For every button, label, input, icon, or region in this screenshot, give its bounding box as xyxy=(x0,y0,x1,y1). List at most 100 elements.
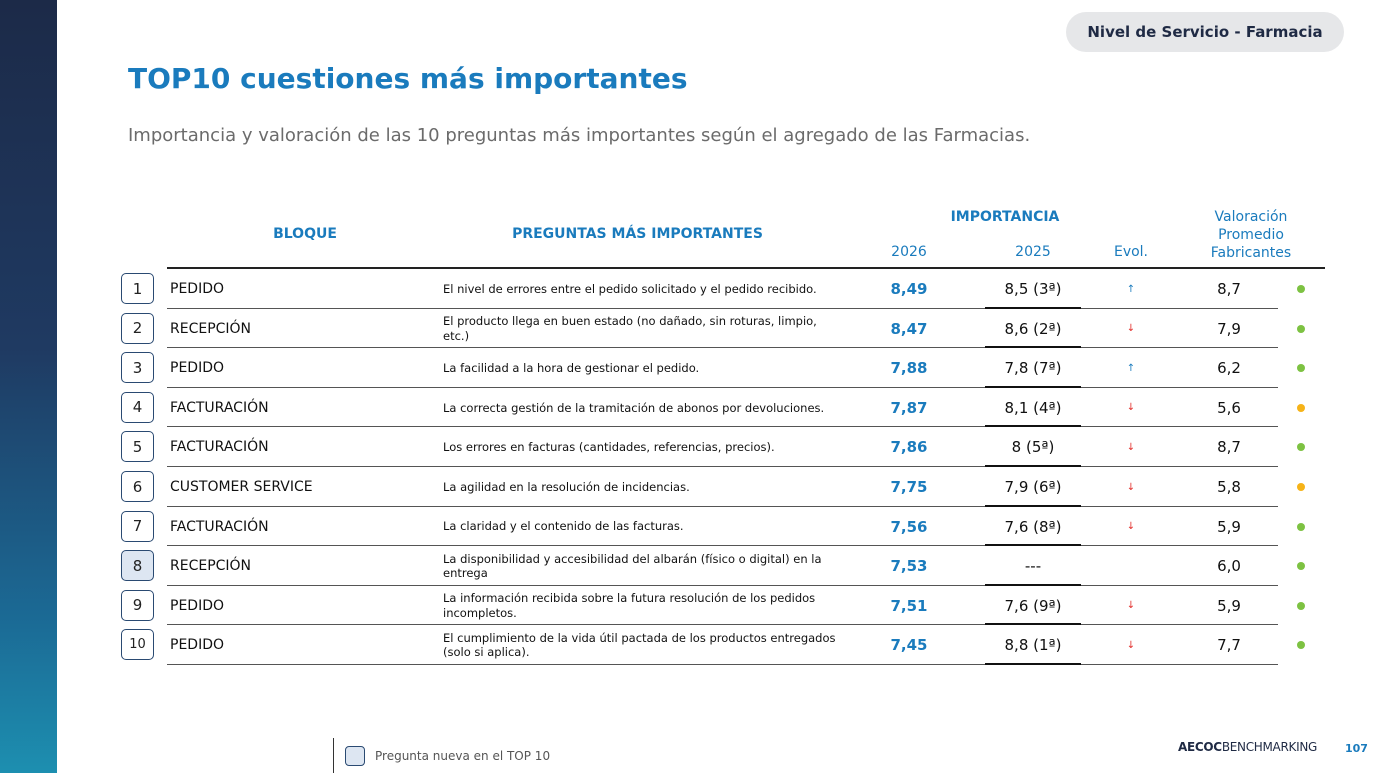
question-cell-text: La agilidad en la resolución de incidenc… xyxy=(443,479,690,494)
bloque-cell: RECEPCIÓN xyxy=(170,309,251,349)
importance-2026: 8,47 xyxy=(868,309,950,349)
row-divider-2025 xyxy=(985,504,1081,507)
row-divider xyxy=(167,307,1278,309)
valoracion-cell-text: 6,2 xyxy=(1217,359,1241,378)
bloque-cell-text: PEDIDO xyxy=(170,637,224,654)
bloque-cell-text: FACTURACIÓN xyxy=(170,439,269,456)
question-cell: La agilidad en la resolución de incidenc… xyxy=(443,467,838,507)
question-cell: La disponibilidad y accesibilidad del al… xyxy=(443,546,838,586)
importance-2026: 7,87 xyxy=(868,388,950,428)
row-divider xyxy=(167,664,1278,665)
question-cell-text: El producto llega en buen estado (no dañ… xyxy=(443,314,817,343)
importance-2026: 7,88 xyxy=(868,348,950,388)
importance-2025: 8,5 (3ª) xyxy=(985,269,1081,309)
legend-divider xyxy=(333,738,334,773)
valoracion-cell-text: 7,9 xyxy=(1217,319,1241,338)
importance-2025-text: 8,6 (2ª) xyxy=(1004,319,1062,338)
rank-badge: 7 xyxy=(121,510,154,542)
table-row: 1 PEDIDO El nivel de errores entre el pedi… xyxy=(0,269,1379,309)
row-divider-2025 xyxy=(985,583,1081,586)
status-dot xyxy=(1297,324,1305,333)
valoracion-cell-text: 5,9 xyxy=(1217,517,1241,536)
arrow-up-icon: ↑ xyxy=(1126,362,1136,374)
bloque-cell: FACTURACIÓN xyxy=(170,388,269,428)
header-2026: 2026 xyxy=(891,244,927,260)
status-dot xyxy=(1297,364,1305,373)
header-divider xyxy=(167,267,1325,269)
importance-2025-text: 7,8 (7ª) xyxy=(1004,359,1062,378)
importance-2026-text: 8,47 xyxy=(890,319,928,338)
header-bloque: BLOQUE xyxy=(273,226,337,242)
header-preguntas: PREGUNTAS MÁS IMPORTANTES xyxy=(512,226,763,242)
table-row: 5 FACTURACIÓN Los errores en facturas (can… xyxy=(0,427,1379,467)
row-divider-2025 xyxy=(985,306,1081,309)
bloque-cell: CUSTOMER SERVICE xyxy=(170,467,313,507)
importance-2026-text: 7,75 xyxy=(890,478,928,496)
rank-badge: 8 xyxy=(121,550,154,582)
row-divider xyxy=(167,347,1278,349)
row-divider-2025 xyxy=(985,385,1081,388)
status-dot xyxy=(1297,443,1305,452)
table-row: 2 RECEPCIÓN El producto llega en buen esta… xyxy=(0,309,1379,349)
header-evol: Evol. xyxy=(1113,244,1149,260)
valoracion-cell: 5,6 xyxy=(1188,388,1270,428)
arrow-down-icon: ↓ xyxy=(1126,481,1136,493)
question-cell-text: El nivel de errores entre el pedido soli… xyxy=(443,281,817,296)
evol-empty xyxy=(1111,546,1151,586)
bloque-cell: PEDIDO xyxy=(170,625,224,665)
bloque-cell: FACTURACIÓN xyxy=(170,507,269,547)
arrow-down-icon: ↓ xyxy=(1126,521,1136,533)
header-2025: 2025 xyxy=(1015,244,1051,260)
question-cell: El cumplimiento de la vida útil pactada … xyxy=(443,625,838,665)
question-cell: El nivel de errores entre el pedido soli… xyxy=(443,269,838,309)
status-dot xyxy=(1297,403,1305,412)
importance-2025: 7,9 (6ª) xyxy=(985,467,1081,507)
bloque-cell-text: RECEPCIÓN xyxy=(170,558,252,575)
valoracion-cell-text: 7,7 xyxy=(1217,636,1241,655)
bloque-cell-text: PEDIDO xyxy=(170,360,224,377)
rank-badge: 1 xyxy=(121,273,154,304)
row-divider xyxy=(167,624,1278,626)
question-cell-text: La claridad y el contenido de las factur… xyxy=(443,519,684,534)
valoracion-cell-text: 5,9 xyxy=(1217,596,1241,615)
valoracion-cell: 5,8 xyxy=(1188,467,1270,507)
importance-2026: 8,49 xyxy=(868,269,950,309)
bloque-cell: PEDIDO xyxy=(170,269,224,309)
arrow-down-icon: ↓ xyxy=(1126,600,1136,612)
importance-2025-text: 7,6 (8ª) xyxy=(1004,517,1062,536)
rank-badge: 9 xyxy=(121,589,154,621)
bloque-cell: RECEPCIÓN xyxy=(170,546,251,586)
row-divider-2025 xyxy=(985,346,1081,349)
valoracion-cell: 5,9 xyxy=(1188,586,1270,626)
valoracion-cell-text: 8,7 xyxy=(1217,280,1241,298)
status-dot xyxy=(1297,522,1305,531)
row-divider-2025 xyxy=(985,544,1081,547)
importance-2025-text: 8 (5ª) xyxy=(1011,438,1055,457)
importance-2026: 7,53 xyxy=(868,546,950,586)
valoracion-cell: 8,7 xyxy=(1188,427,1270,467)
valoracion-cell: 6,2 xyxy=(1188,348,1270,388)
side-band xyxy=(0,0,57,773)
question-cell: La claridad y el contenido de las factur… xyxy=(443,507,838,547)
status-dot xyxy=(1297,641,1305,650)
importance-2026: 7,45 xyxy=(868,625,950,665)
bloque-cell: PEDIDO xyxy=(170,348,224,388)
arrow-up-icon: ↑ xyxy=(1126,283,1136,295)
valoracion-cell-text: 8,7 xyxy=(1217,438,1241,457)
importance-2026-text: 8,49 xyxy=(890,280,928,298)
question-cell: Los errores en facturas (cantidades, ref… xyxy=(443,427,838,467)
brand-logo: AECOCBENCHMARKING xyxy=(1178,740,1317,754)
importance-2025: --- xyxy=(985,546,1081,586)
question-cell-text: La disponibilidad y accesibilidad del al… xyxy=(443,551,822,581)
question-cell: El producto llega en buen estado (no dañ… xyxy=(443,309,838,349)
table-row: 3 PEDIDO La facilidad a la hora de gestion… xyxy=(0,348,1379,388)
valoracion-cell-text: 5,6 xyxy=(1217,398,1241,417)
importance-2025-text: 8,8 (1ª) xyxy=(1004,636,1062,655)
status-dot xyxy=(1297,562,1305,571)
importance-2026-text: 7,87 xyxy=(890,398,928,417)
importance-2025: 8,6 (2ª) xyxy=(985,309,1081,349)
page-subtitle: Importancia y valoración de las 10 pregu… xyxy=(128,125,1031,146)
status-dot xyxy=(1297,285,1305,293)
question-cell-text: El cumplimiento de la vida útil pactada … xyxy=(443,631,836,660)
row-divider xyxy=(167,426,1278,428)
